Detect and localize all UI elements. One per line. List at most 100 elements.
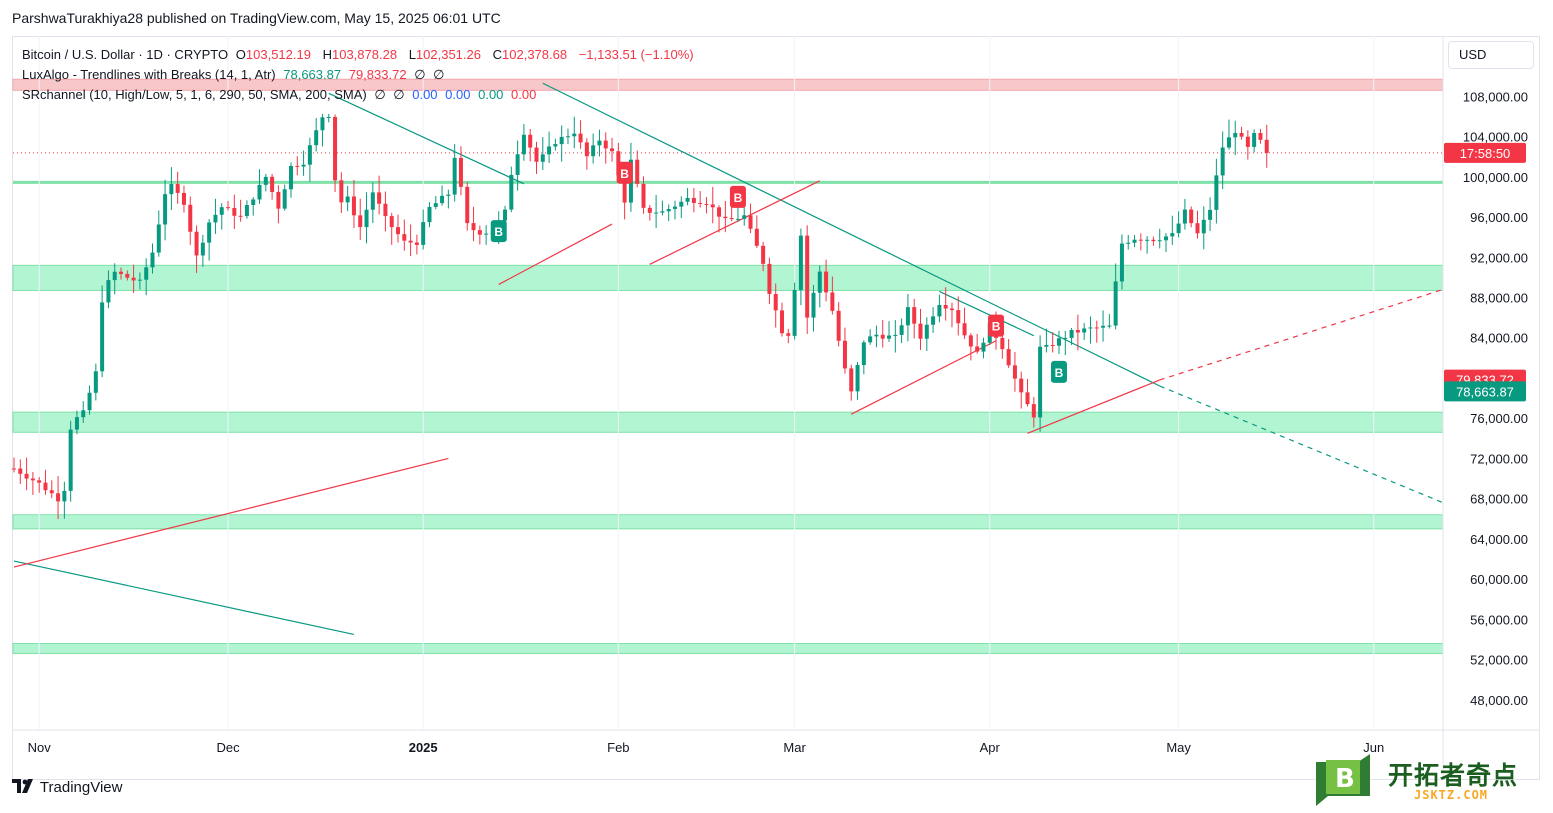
candle-body (521, 134, 526, 155)
trendline (1027, 379, 1160, 434)
candle-body (780, 310, 785, 334)
time-tick-label: Apr (980, 740, 1001, 755)
candle-body (452, 157, 457, 195)
candle-body (912, 307, 917, 324)
candle-body (49, 490, 54, 494)
price-tick-label: 84,000.00 (1470, 331, 1528, 346)
price-tick-label: 48,000.00 (1470, 693, 1528, 708)
candle-body (1044, 344, 1049, 347)
candle-body (301, 164, 306, 167)
candle-body (1000, 337, 1005, 350)
time-tick-label: Jun (1363, 740, 1384, 755)
candle-body (1157, 240, 1162, 242)
candle-body (603, 140, 608, 149)
candle-body (30, 478, 35, 481)
publisher-line: ParshwaTurakhiya28 published on TradingV… (12, 10, 501, 26)
candle-body (893, 334, 898, 336)
candle-body (534, 147, 539, 162)
candle-body (484, 233, 489, 235)
tradingview-footer[interactable]: TradingView (12, 778, 122, 796)
break-markers: B B B B B (490, 161, 1067, 383)
candle-body (918, 323, 923, 339)
candle-body (156, 224, 161, 253)
sr-zones (12, 78, 1444, 655)
candle-body (1201, 219, 1206, 234)
candle-body (446, 194, 451, 196)
candle-body (396, 227, 401, 235)
support-zone (12, 643, 1444, 655)
candle-body (503, 209, 508, 221)
candle-body (830, 292, 835, 311)
time-tick-label: May (1166, 740, 1191, 755)
sr-value-3: 0.00 (478, 87, 504, 102)
candle-body (1012, 365, 1017, 379)
candle-body (194, 231, 199, 256)
candle-body (811, 292, 816, 318)
candle-body (402, 234, 407, 241)
trendline (328, 92, 525, 185)
candle-body (1101, 325, 1106, 328)
break-marker-label: B (992, 320, 1001, 334)
candle-body (1226, 137, 1231, 148)
candle-body (1038, 346, 1043, 418)
candle-body (1031, 404, 1036, 418)
candle-body (81, 410, 86, 418)
sr-value-1: 0.00 (412, 87, 438, 102)
candle-body (817, 271, 822, 293)
price-tick-label: 92,000.00 (1470, 250, 1528, 265)
currency-button[interactable]: USD (1448, 41, 1534, 69)
support-zone (12, 264, 1444, 291)
break-marker (490, 220, 507, 243)
candle-body (729, 218, 734, 220)
candle-body (200, 242, 205, 256)
indicator-name-trendlines[interactable]: LuxAlgo - Trendlines with Breaks (14, 1,… (22, 67, 276, 82)
candle-body (685, 197, 690, 202)
price-label-box (1444, 142, 1526, 163)
candle-body (175, 184, 180, 193)
candle-body (364, 209, 369, 228)
candle-body (1164, 236, 1169, 241)
watermark-b-icon: B (1316, 754, 1370, 806)
high-value: 103,878.28 (331, 47, 398, 62)
candle-body (1138, 239, 1143, 241)
candle-body (358, 215, 363, 228)
price-tick-label: 100,000.00 (1463, 170, 1528, 185)
candle-body (887, 335, 892, 339)
candle-body (547, 146, 552, 155)
candle-body (1182, 209, 1187, 224)
trendline (542, 82, 1160, 387)
indicator-name-srchannel[interactable]: SRchannel (10, High/Low, 5, 1, 6, 290, 5… (22, 87, 367, 102)
candle-body (962, 323, 967, 336)
trendline (850, 340, 997, 415)
candle-body (238, 215, 243, 217)
candle-body (899, 325, 904, 335)
indicator-value-upper: 79,833.72 (348, 67, 407, 82)
candle-body (163, 194, 168, 225)
candle-body (87, 392, 92, 411)
watermark-cn: 开拓者奇点 (1388, 761, 1519, 790)
time-tick-label: Mar (783, 740, 806, 755)
candle-body (798, 235, 803, 290)
watermark: B 开拓者奇点 JSKTZ.COM (1310, 752, 1540, 808)
candle-body (427, 206, 432, 223)
candle-body (477, 230, 482, 235)
candle-body (691, 197, 696, 203)
candle-body (1258, 133, 1263, 140)
sr-line (13, 180, 1443, 184)
break-marker-label: B (494, 225, 503, 239)
candle-body (1094, 327, 1099, 329)
candle-body (540, 154, 545, 162)
symbol-name[interactable]: Bitcoin / U.S. Dollar · 1D · CRYPTO (22, 47, 229, 62)
sr-value-4: 0.00 (511, 87, 537, 102)
candle-body (597, 140, 602, 146)
candle-body (742, 215, 747, 219)
candle-body (786, 333, 791, 336)
candle-body (257, 184, 262, 200)
close-label: C (492, 47, 503, 62)
candle-body (874, 334, 879, 337)
candle-body (565, 136, 570, 138)
candle-body (553, 144, 558, 147)
price-tick-label: 72,000.00 (1470, 451, 1528, 466)
candle-body (1214, 175, 1219, 210)
